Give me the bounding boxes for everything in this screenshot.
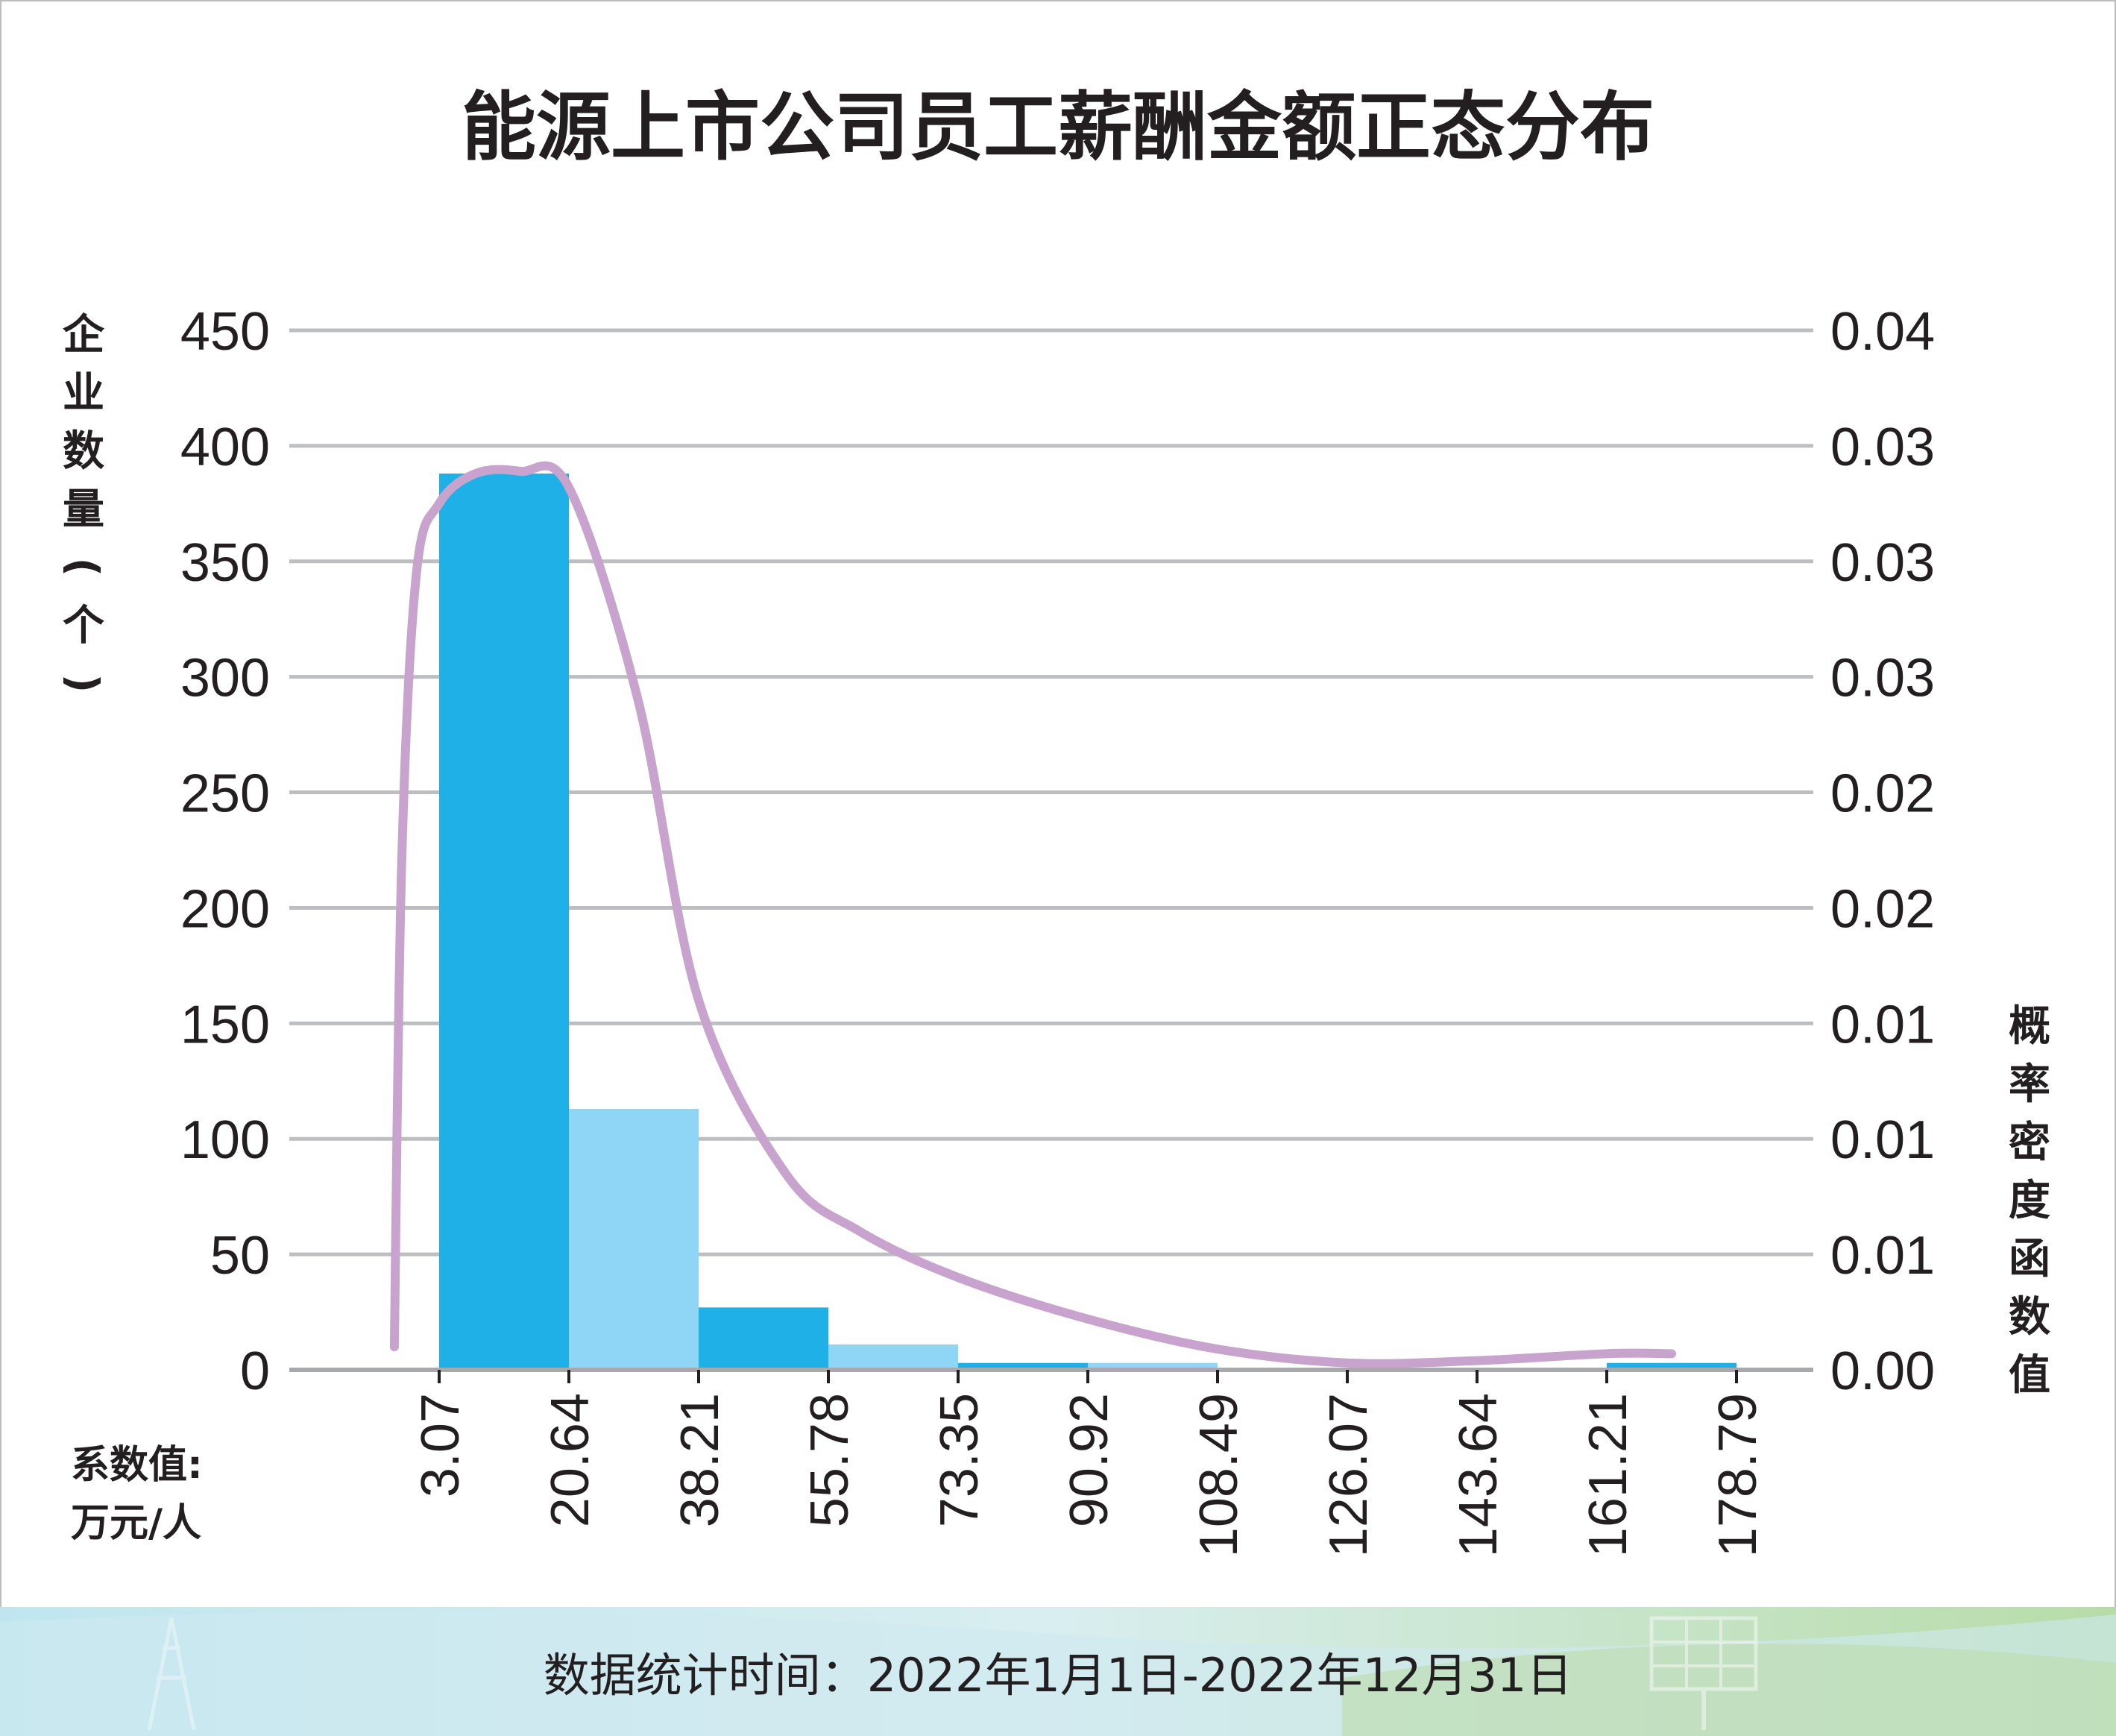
y-tick-label: 100 — [180, 1110, 270, 1170]
y-tick-label: 250 — [180, 764, 270, 824]
y2-tick-label: 0.02 — [1830, 879, 1935, 939]
axis-label-char: 率 — [2009, 1060, 2050, 1109]
histogram-bar — [1088, 1362, 1218, 1370]
y-tick-label: 150 — [180, 995, 270, 1054]
y2-tick-label: 0.03 — [1830, 649, 1935, 708]
axis-label-char: 业 — [63, 369, 104, 418]
histogram-bar — [1607, 1362, 1736, 1370]
y-tick-label: 450 — [180, 302, 270, 362]
x-tick-label: 38.21 — [670, 1393, 730, 1527]
y2-tick-label: 0.03 — [1830, 418, 1935, 477]
y2-tick-label: 0.01 — [1830, 1226, 1935, 1286]
histogram-bar — [569, 1108, 699, 1370]
x-tick-label: 3.07 — [411, 1393, 470, 1497]
x-tick-label: 55.78 — [800, 1393, 860, 1527]
x-tick-label: 20.64 — [541, 1393, 600, 1527]
density-curve — [389, 461, 1676, 1368]
bars — [439, 474, 1736, 1370]
histogram-bar — [958, 1362, 1088, 1370]
y2-tick-label: 0.00 — [1830, 1342, 1935, 1401]
histogram-bar — [828, 1344, 958, 1370]
y-tick-label: 400 — [180, 418, 270, 477]
x-tick-label: 143.64 — [1449, 1393, 1508, 1557]
y-axis-left-ticks: 0 50 100 150 200 250 300 350 400 450 — [180, 302, 270, 1401]
y-tick-label: 350 — [180, 533, 270, 593]
axis-label-char: 数 — [63, 427, 104, 476]
footer-band — [0, 1607, 2116, 1736]
axis-label-char: 值 — [2009, 1351, 2050, 1400]
axis-label-char: 个 — [63, 602, 104, 650]
y2-tick-label: 0.01 — [1830, 1110, 1935, 1170]
footer-date-range: 数据统计时间：2022年1月1日-2022年12月31日 — [544, 1648, 1573, 1702]
axis-label-char: 概 — [2009, 1002, 2050, 1051]
density-curve-line — [389, 461, 1676, 1368]
y-tick-label: 300 — [180, 649, 270, 708]
power-tower-icon — [147, 1617, 196, 1731]
axis-label-char: 函 — [2009, 1235, 2050, 1283]
x-tick-label: 108.49 — [1189, 1393, 1249, 1557]
axis-label-char: ( — [58, 558, 107, 577]
y2-tick-label: 0.04 — [1830, 302, 1935, 362]
axis-label-char: 量 — [63, 485, 104, 534]
x-tick-label: 90.92 — [1059, 1393, 1119, 1527]
y-tick-label: 0 — [240, 1342, 270, 1401]
y-tick-label: 200 — [180, 879, 270, 939]
histogram-bar — [439, 474, 569, 1370]
chart-title: 能源上市公司员工薪酬金额正态分布 — [462, 84, 1654, 171]
axis-label-char: 企 — [63, 311, 105, 359]
axis-label-char: 密 — [2009, 1119, 2050, 1167]
axis-label-char: ) — [58, 674, 107, 694]
y-tick-label: 50 — [210, 1226, 270, 1286]
x-axis-ticks: 3.07 20.64 38.21 55.78 73.35 90.92 108.49 126.0… — [289, 1368, 1813, 1557]
x-tick-label: 161.21 — [1578, 1393, 1638, 1557]
x-axis-label-line: 系数值: — [71, 1443, 203, 1488]
x-tick-label: 73.35 — [930, 1393, 989, 1527]
x-tick-label: 126.07 — [1319, 1393, 1379, 1557]
axis-label-char: 数 — [2009, 1293, 2050, 1342]
x-tick-label: 178.79 — [1708, 1393, 1768, 1557]
y2-tick-label: 0.02 — [1830, 764, 1935, 824]
x-axis-label: 系数值: 万元/人 — [71, 1443, 203, 1546]
histogram-bar — [699, 1307, 828, 1370]
solar-panel-icon — [1649, 1616, 1758, 1730]
y-axis-right-ticks: 0.00 0.01 0.01 0.01 0.02 0.02 0.03 0.03 0.03 0.04 — [1830, 302, 1935, 1401]
y2-tick-label: 0.03 — [1830, 533, 1935, 593]
y2-tick-label: 0.01 — [1830, 995, 1935, 1054]
x-axis-label-line: 万元/人 — [71, 1501, 201, 1546]
axis-label-char: 度 — [2009, 1177, 2050, 1225]
